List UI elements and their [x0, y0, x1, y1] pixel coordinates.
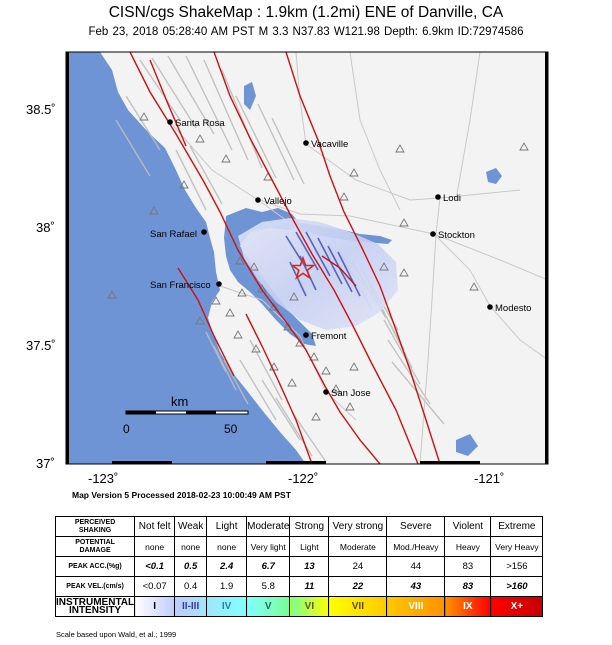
intensity-cell-i: I	[134, 596, 176, 617]
intensity-cell-x: X+	[490, 596, 544, 617]
vel-cell: 5.8	[246, 576, 291, 597]
acc-cell: 0.5	[174, 556, 208, 577]
shaking-cell: Light	[206, 516, 248, 537]
vel-cell: >160	[490, 576, 544, 597]
scale-footnote: Scale based upon Wald, et al.; 1999	[56, 630, 177, 639]
pacific-ocean	[66, 52, 306, 464]
damage-cell: Very light	[246, 536, 291, 557]
intensity-area	[238, 218, 398, 330]
shaking-cell: Moderate	[246, 516, 291, 537]
shaking-cell: Strong	[289, 516, 330, 537]
lon-label-122: -122˚	[288, 471, 318, 486]
event-details: Feb 23, 2018 05:28:40 AM PST M 3.3 N37.8…	[88, 26, 524, 38]
damage-cell: Moderate	[328, 536, 388, 557]
damage-cell: Light	[289, 536, 330, 557]
acc-cell: 2.4	[206, 556, 248, 577]
velocity-row: PEAK VEL.(cm/s) <0.07 0.4 1.9 5.8 11 22 …	[54, 576, 544, 597]
acc-cell: 6.7	[246, 556, 291, 577]
acceleration-row: PEAK ACC.(%g) <0.1 0.5 2.4 6.7 13 24 44 …	[54, 556, 544, 577]
damage-cell: none	[134, 536, 176, 557]
intensity-row: INSTRUMENTAL INTENSITY I II-III IV V VI V…	[54, 596, 544, 617]
acc-cell: 24	[328, 556, 388, 577]
damage-cell: none	[174, 536, 208, 557]
acceleration-row-label: PEAK ACC.(%g)	[54, 556, 136, 577]
tomales-bay	[118, 150, 134, 178]
lat-label-37-5: 37.5˚	[26, 338, 56, 353]
map-body	[66, 52, 548, 464]
lon-label-121: -121˚	[474, 471, 504, 486]
shaking-cell: Extreme	[490, 516, 544, 537]
intensity-cell-ix: IX	[444, 596, 492, 617]
intensity-cell-ii-iii: II-III	[174, 596, 208, 617]
intensity-cell-vi: VI	[289, 596, 330, 617]
frame-ticks	[66, 52, 548, 464]
intensity-cell-iv: IV	[206, 596, 248, 617]
city-santa-rosa: Santa Rosa	[175, 118, 225, 129]
city-fremont: Fremont	[311, 331, 347, 342]
damage-cell: Heavy	[444, 536, 492, 557]
city-markers	[167, 119, 493, 395]
intensity-cell-viii: VIII	[386, 596, 446, 617]
scale-unit: km	[171, 394, 188, 409]
damage-cell: none	[206, 536, 248, 557]
city-vacaville: Vacaville	[311, 139, 348, 150]
map-title: CISN/cgs ShakeMap : 1.9km (1.2mi) ENE of…	[108, 4, 504, 21]
fault-lines	[129, 52, 441, 464]
vel-cell: 43	[386, 576, 446, 597]
road-network	[169, 52, 548, 464]
city-stockton: Stockton	[438, 230, 475, 241]
city-modesto: Modesto	[495, 303, 531, 314]
intensity-legend: PERCEIVED SHAKING Not felt Weak Light Mod…	[54, 516, 544, 617]
lat-label-38: 38˚	[36, 220, 55, 235]
san-francisco-bay	[224, 208, 316, 346]
city-vallejo: Vallejo	[264, 196, 292, 207]
shaking-cell: Not felt	[134, 516, 176, 537]
city-san-rafael: San Rafael	[150, 229, 197, 240]
scale-bar	[125, 410, 249, 415]
acc-cell: >156	[490, 556, 544, 577]
intensity-cell-v: V	[246, 596, 291, 617]
lat-label-37: 37˚	[36, 456, 55, 471]
epicenter-star-icon	[290, 255, 316, 280]
shaking-cell: Severe	[386, 516, 446, 537]
shaking-row-label: PERCEIVED SHAKING	[54, 516, 136, 537]
city-san-francisco: San Francisco	[150, 280, 211, 291]
velocity-row-label: PEAK VEL.(cm/s)	[54, 576, 136, 597]
vel-cell: 0.4	[174, 576, 208, 597]
vel-cell: 11	[289, 576, 330, 597]
vel-cell: 83	[444, 576, 492, 597]
map-version: Map Version 5 Processed 2018-02-23 10:00…	[72, 490, 291, 500]
lon-label-123: -123˚	[88, 471, 118, 486]
shaking-cell: Weak	[174, 516, 208, 537]
lake-berryessa	[244, 82, 256, 110]
scale-start: 0	[123, 422, 130, 436]
city-lodi: Lodi	[443, 193, 461, 204]
lat-label-38-5: 38.5˚	[26, 102, 56, 117]
damage-row: POTENTIAL DAMAGE none none none Very ligh…	[54, 536, 544, 557]
vel-cell: 1.9	[206, 576, 248, 597]
acc-cell: 83	[444, 556, 492, 577]
shaking-row: PERCEIVED SHAKING Not felt Weak Light Mod…	[54, 516, 544, 537]
damage-cell: Mod./Heavy	[386, 536, 446, 557]
lake	[486, 168, 502, 184]
damage-cell: Very Heavy	[490, 536, 544, 557]
scale-end: 50	[224, 422, 238, 436]
acc-cell: 44	[386, 556, 446, 577]
acc-cell: 13	[289, 556, 330, 577]
shaking-cell: Very strong	[328, 516, 388, 537]
damage-row-label: POTENTIAL DAMAGE	[54, 536, 136, 557]
acc-cell: <0.1	[134, 556, 176, 577]
intensity-cell-vii: VII	[328, 596, 388, 617]
intensity-row-label: INSTRUMENTAL INTENSITY	[54, 596, 136, 617]
reservoir	[456, 434, 478, 456]
vel-cell: <0.07	[134, 576, 176, 597]
shaking-cell: Violent	[444, 516, 492, 537]
vel-cell: 22	[328, 576, 388, 597]
city-san-jose: San Jose	[331, 388, 371, 399]
